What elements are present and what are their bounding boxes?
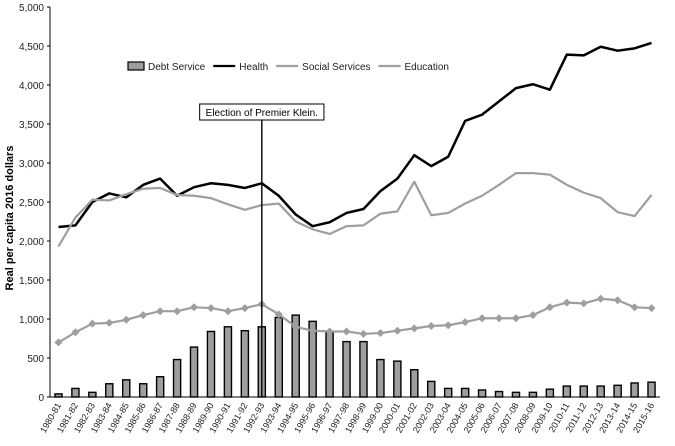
bar-debt-service: [342, 340, 351, 398]
point-social-services: [342, 327, 351, 336]
bar-debt-service: [291, 314, 300, 398]
point-social-services: [376, 329, 385, 338]
bar-debt-service: [613, 384, 622, 398]
bar-debt-service: [647, 381, 656, 398]
legend-label-health: Health: [239, 62, 268, 73]
annotation: Election of Premier Klein.: [199, 103, 325, 397]
point-social-services: [478, 314, 487, 323]
bar-debt-service: [359, 340, 368, 398]
bar-debt-service: [308, 320, 317, 398]
point-social-services: [291, 322, 300, 331]
point-social-services: [596, 294, 605, 303]
line-health: [58, 41, 652, 229]
point-social-services: [325, 327, 334, 336]
point-social-services: [427, 322, 436, 331]
y-tick-label: 5,000: [19, 3, 44, 14]
point-social-services: [393, 326, 402, 335]
bar-series: [54, 314, 656, 398]
y-tick-label: 0: [38, 393, 44, 404]
point-social-services: [511, 314, 520, 323]
point-social-services: [173, 307, 182, 316]
bar-debt-service: [410, 369, 419, 398]
bar-debt-service: [206, 330, 216, 398]
bar-debt-service: [460, 387, 470, 398]
y-tick-label: 1,500: [19, 276, 44, 287]
bar-debt-service: [630, 382, 639, 398]
point-social-services: [613, 296, 622, 305]
point-social-services: [495, 314, 504, 323]
y-tick-label: 2,000: [19, 237, 44, 248]
y-tick-label: 4,000: [19, 81, 44, 92]
point-social-services: [139, 311, 148, 320]
point-social-services: [206, 304, 215, 313]
point-social-services: [528, 311, 537, 320]
point-social-services: [630, 303, 639, 312]
point-social-services: [545, 303, 554, 312]
bar-debt-service: [240, 330, 250, 398]
bar-debt-service: [54, 393, 63, 398]
point-social-services: [444, 321, 453, 330]
point-social-services: [54, 338, 63, 347]
bar-debt-service: [579, 385, 589, 398]
y-tick-label: 500: [27, 354, 44, 365]
point-social-services: [461, 318, 470, 327]
bar-debt-service: [494, 390, 504, 398]
y-tick-label: 2,500: [19, 198, 44, 209]
y-tick-label: 1,000: [19, 315, 44, 326]
bar-debt-service: [105, 383, 114, 398]
point-social-services: [410, 324, 419, 333]
bar-debt-service: [426, 380, 436, 398]
point-social-services: [359, 329, 368, 338]
bar-debt-service: [511, 391, 521, 398]
bar-debt-service: [443, 387, 453, 398]
point-social-services: [156, 307, 165, 316]
bar-debt-service: [155, 376, 165, 398]
annotation-label: Election of Premier Klein.: [206, 108, 318, 119]
bar-debt-service: [376, 358, 385, 398]
bar-debt-service: [274, 316, 284, 398]
bar-debt-service: [88, 391, 97, 398]
point-social-services: [308, 326, 317, 335]
legend-label-education: Education: [405, 62, 449, 73]
bar-debt-service: [325, 331, 334, 398]
bar-debt-service: [528, 391, 538, 398]
annotation-box: [199, 103, 325, 121]
bar-debt-service: [121, 379, 131, 398]
bar-debt-service: [71, 387, 80, 398]
line-series: [54, 41, 656, 347]
bar-debt-service: [596, 385, 605, 398]
line-social-services: [57, 297, 652, 344]
bar-debt-service: [393, 360, 402, 398]
legend-swatch-debt-service: [127, 61, 145, 71]
point-social-services: [88, 319, 97, 328]
point-social-services: [223, 307, 232, 316]
bar-debt-service: [223, 326, 233, 398]
bar-debt-service: [189, 346, 199, 398]
y-axis-label: Real per capita 2016 dollars: [4, 146, 16, 291]
point-social-services: [71, 328, 80, 337]
bar-debt-service: [138, 383, 148, 398]
point-social-services: [122, 315, 131, 324]
bar-debt-service: [545, 388, 555, 398]
point-social-services: [105, 318, 114, 327]
legend-label-debt-service: Debt Service: [148, 62, 206, 73]
y-tick-label: 3,000: [19, 159, 44, 170]
legend-label-social-services: Social Services: [302, 62, 370, 73]
point-social-services: [647, 304, 656, 313]
axes: [47, 6, 660, 398]
point-social-services: [274, 310, 283, 319]
legend: Debt Service Health Social Services Educati…: [127, 61, 449, 73]
point-social-services: [240, 304, 249, 313]
bar-debt-service: [477, 389, 487, 398]
y-tick-label: 3,500: [19, 120, 44, 131]
point-social-services: [562, 298, 571, 307]
bar-debt-service: [172, 358, 182, 398]
point-social-services: [190, 303, 199, 312]
bar-debt-service: [562, 385, 572, 398]
point-social-services: [579, 299, 588, 308]
y-tick-label: 4,500: [19, 42, 44, 53]
line-education: [57, 172, 653, 248]
